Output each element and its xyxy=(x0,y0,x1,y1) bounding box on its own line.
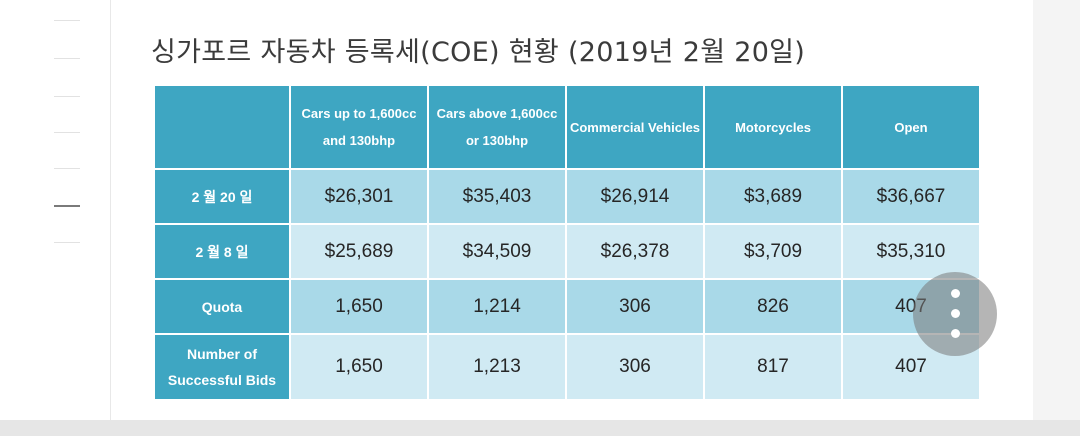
table-cell: 1,650 xyxy=(291,335,427,399)
more-vertical-icon xyxy=(951,329,960,338)
table-cell: $35,403 xyxy=(429,170,565,223)
row-label: 2 월 8 일 xyxy=(155,225,289,278)
table-cell: $35,310 xyxy=(843,225,979,278)
row-label: Quota xyxy=(155,280,289,333)
rail-marker xyxy=(54,96,80,97)
rail-marker xyxy=(54,58,80,59)
more-vertical-icon xyxy=(951,309,960,318)
rail-marker xyxy=(54,242,80,243)
table-cell: 1,650 xyxy=(291,280,427,333)
table-row: Number of Successful Bids 1,650 1,213 30… xyxy=(155,335,979,399)
table-cell: $3,709 xyxy=(705,225,841,278)
table-cell: 817 xyxy=(705,335,841,399)
header-corner-cell xyxy=(155,86,289,168)
table-cell: $34,509 xyxy=(429,225,565,278)
header-open: Open xyxy=(843,86,979,168)
table-cell: $26,378 xyxy=(567,225,703,278)
header-large-cars: Cars above 1,600cc or 130bhp xyxy=(429,86,565,168)
right-edge-panel xyxy=(1033,0,1080,436)
table-cell: 1,214 xyxy=(429,280,565,333)
slide-title: 싱가포르 자동차 등록세(COE) 현황 (2019년 2월 20일) xyxy=(151,37,806,68)
table-cell: 1,213 xyxy=(429,335,565,399)
rail-marker xyxy=(54,132,80,133)
bottom-bar xyxy=(0,420,1080,436)
row-label: Number of Successful Bids xyxy=(155,335,289,399)
table-row: 2 월 8 일 $25,689 $34,509 $26,378 $3,709 $… xyxy=(155,225,979,278)
table-cell: $3,689 xyxy=(705,170,841,223)
header-row: Cars up to 1,600cc and 130bhp Cars above… xyxy=(155,86,979,168)
slide-canvas: 싱가포르 자동차 등록세(COE) 현황 (2019년 2월 20일) Cars… xyxy=(110,0,1034,420)
row-label: 2 월 20 일 xyxy=(155,170,289,223)
floating-menu-button[interactable] xyxy=(913,272,997,356)
table-cell: 306 xyxy=(567,335,703,399)
rail-marker xyxy=(54,20,80,21)
rail-marker xyxy=(54,168,80,169)
table-cell: 306 xyxy=(567,280,703,333)
coe-table: Cars up to 1,600cc and 130bhp Cars above… xyxy=(153,84,981,401)
table-row: 2 월 20 일 $26,301 $35,403 $26,914 $3,689 … xyxy=(155,170,979,223)
table-cell: $36,667 xyxy=(843,170,979,223)
table-cell: $26,914 xyxy=(567,170,703,223)
header-motorcycles: Motorcycles xyxy=(705,86,841,168)
slide-thumbnail-rail xyxy=(0,0,110,436)
header-small-cars: Cars up to 1,600cc and 130bhp xyxy=(291,86,427,168)
rail-marker-active[interactable] xyxy=(54,205,80,207)
table-cell: 826 xyxy=(705,280,841,333)
table-row: Quota 1,650 1,214 306 826 407 xyxy=(155,280,979,333)
table-cell: $26,301 xyxy=(291,170,427,223)
more-vertical-icon xyxy=(951,289,960,298)
header-commercial-vehicles: Commercial Vehicles xyxy=(567,86,703,168)
table-cell: $25,689 xyxy=(291,225,427,278)
